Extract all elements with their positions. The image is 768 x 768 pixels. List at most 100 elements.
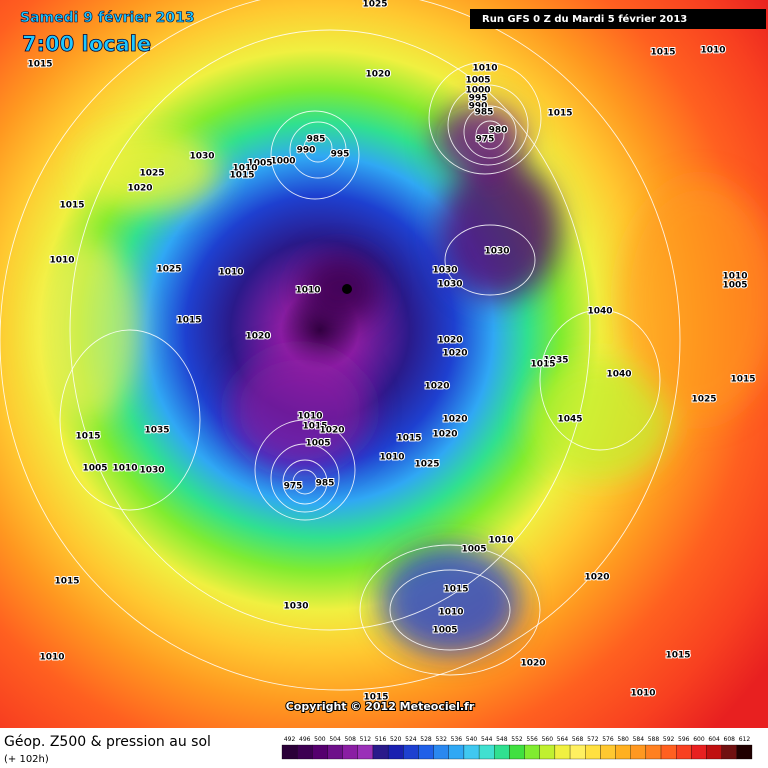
isobar-label: 1020 — [432, 430, 457, 440]
isobar-label: 1020 — [442, 349, 467, 359]
colorbar-swatch — [691, 744, 707, 760]
colorbar-swatch — [569, 744, 586, 760]
run-box — [470, 9, 766, 29]
isobar-label: 990 — [297, 146, 316, 156]
colorbar-label: 524 — [405, 736, 417, 743]
colorbar-label: 552 — [511, 736, 523, 743]
isobar-label: 995 — [469, 94, 488, 104]
isobar-label: 1015 — [363, 693, 388, 703]
isobar-label: 1010 — [472, 64, 497, 74]
colorbar-label: 536 — [451, 736, 463, 743]
isobar-label: 1010 — [630, 689, 655, 699]
isobar-label: 1005 — [461, 545, 486, 555]
isobar-label: 975 — [476, 135, 495, 145]
isobar-label: 1010 — [488, 536, 513, 546]
isobar-label: 1015 — [176, 316, 201, 326]
isobar-label: 1030 — [437, 280, 462, 290]
colorbar-swatch — [615, 744, 631, 760]
isobars — [0, 0, 680, 690]
colorbar-swatch — [645, 744, 662, 760]
colorbar-label: 520 — [390, 736, 402, 743]
isobar-label: 1025 — [414, 460, 439, 470]
isobar-label: 1010 — [49, 256, 74, 266]
isobar-label: 1015 — [302, 422, 327, 432]
isobar-label: 1015 — [27, 60, 52, 70]
isobar-label: 1015 — [54, 577, 79, 587]
colorbar-label: 532 — [435, 736, 447, 743]
colorbar-label: 500 — [314, 736, 326, 743]
copyright: Copyright © 2012 Meteociel.fr — [286, 700, 475, 713]
legend-title: Géop. Z500 & pression au sol — [4, 734, 211, 750]
isobar-label: 995 — [331, 150, 350, 160]
isobar-label: 1010 — [39, 653, 64, 663]
isobar-label: 1010 — [297, 412, 322, 422]
isobar-label: 1020 — [520, 659, 545, 669]
colorbar-label: 580 — [617, 736, 629, 743]
isobar-label: 1010 — [722, 272, 747, 282]
colorbar-swatch — [433, 744, 449, 760]
colorbar-swatch — [372, 744, 389, 760]
colorbar-swatch — [585, 744, 601, 760]
isobar-label: 1030 — [283, 602, 308, 612]
colorbar-swatch — [509, 744, 525, 760]
isobar-label: 1020 — [442, 415, 467, 425]
colorbar-label: 584 — [633, 736, 645, 743]
colorbar-label: 516 — [375, 736, 387, 743]
field-blobs — [40, 105, 768, 655]
colorbar-swatch — [600, 744, 616, 760]
isobar-label: 1040 — [587, 307, 612, 317]
colorbar-swatch — [448, 744, 465, 760]
colorbar-label: 596 — [678, 736, 690, 743]
isobar-label: 1015 — [730, 375, 755, 385]
colorbar-swatch — [736, 744, 753, 760]
colorbar-label: 600 — [693, 736, 705, 743]
colorbar-swatch — [721, 744, 737, 760]
colorbar-label: 568 — [572, 736, 584, 743]
isobar-label: 1015 — [229, 171, 254, 181]
isobar-label: 1015 — [650, 48, 675, 58]
isobar-label: 1000 — [270, 157, 295, 167]
isobar-label: 1005 — [82, 464, 107, 474]
isobar-label: 1020 — [424, 382, 449, 392]
isobar-label: 985 — [307, 135, 326, 145]
colorbar-label: 496 — [299, 736, 311, 743]
isobar-label: 1010 — [438, 608, 463, 618]
isobar-label: 1020 — [584, 573, 609, 583]
isobar-label: 990 — [469, 102, 488, 112]
isobar-label: 1010 — [218, 268, 243, 278]
colorbar-label: 528 — [420, 736, 432, 743]
isobar-label: 1020 — [365, 70, 390, 80]
isobar-label: 1010 — [112, 464, 137, 474]
isobar-label: 1020 — [245, 332, 270, 342]
colorbar-swatch — [463, 744, 480, 760]
isobar-label: 1005 — [722, 281, 747, 291]
forecast-time: 7:00 locale — [22, 32, 151, 56]
colorbar-swatch — [676, 744, 692, 760]
colorbar-swatch — [297, 744, 313, 760]
colorbar-label: 588 — [648, 736, 660, 743]
colorbar-label: 604 — [708, 736, 720, 743]
colorbar-swatch — [630, 744, 647, 760]
colorbar-swatch — [387, 744, 404, 760]
colorbar-swatch — [312, 744, 328, 760]
isobar-label: 1020 — [437, 336, 462, 346]
colorbar-swatch — [357, 744, 374, 760]
colorbar-label: 608 — [724, 736, 736, 743]
isobar-label: 1035 — [543, 356, 568, 366]
colorbar-label: 540 — [466, 736, 478, 743]
colorbar-label: 512 — [360, 736, 372, 743]
colorbar-label: 592 — [663, 736, 675, 743]
isobar-label: 1010 — [700, 46, 725, 56]
isobar-label: 1040 — [606, 370, 631, 380]
isobar-label: 1030 — [189, 152, 214, 162]
isobar-label: 1025 — [362, 0, 387, 10]
isobar-label: 1005 — [432, 626, 457, 636]
colorbar-label: 556 — [526, 736, 538, 743]
forecast-date: Samedi 9 février 2013 — [20, 10, 195, 26]
low-center — [342, 284, 352, 294]
isobar-label: 1015 — [75, 432, 100, 442]
isobar-label: 1015 — [547, 109, 572, 119]
colorbar-label: 544 — [481, 736, 493, 743]
isobar-label: 1015 — [443, 585, 468, 595]
isobar-label: 1030 — [139, 466, 164, 476]
